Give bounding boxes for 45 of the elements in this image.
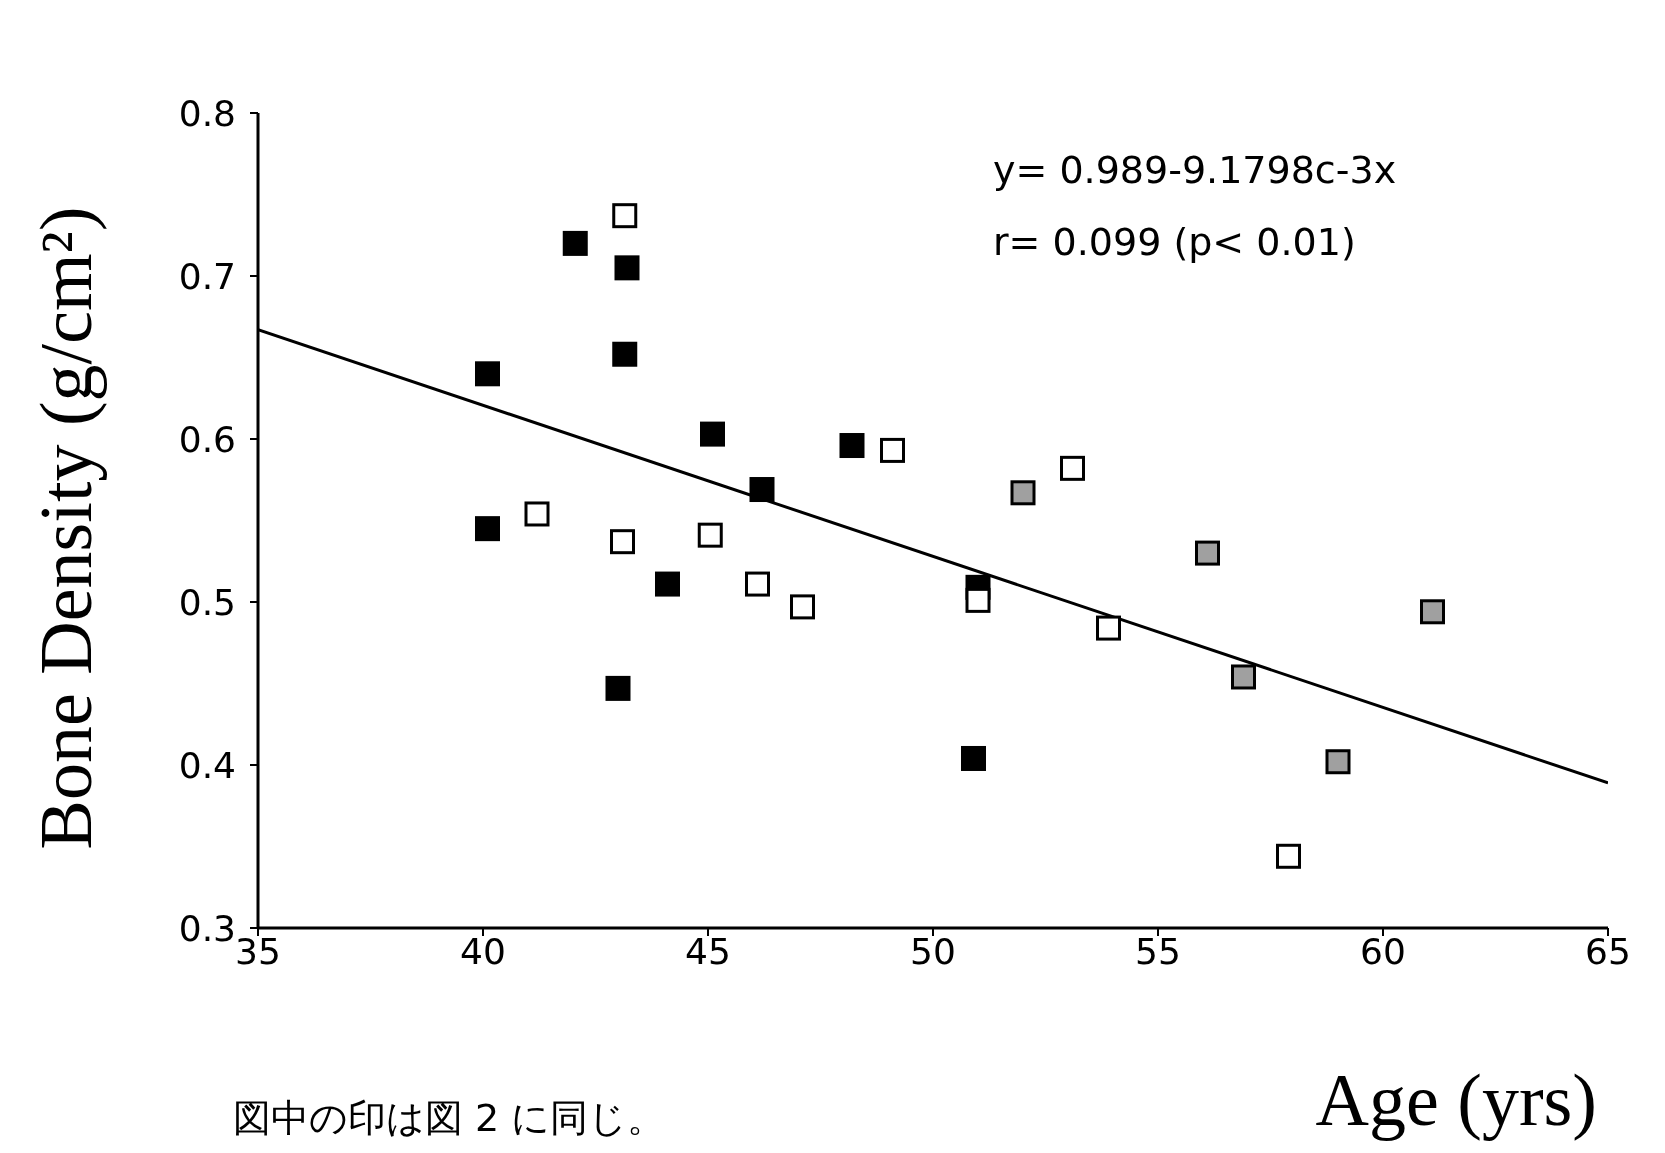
point: [1420, 599, 1445, 625]
x-tick-label: 50: [910, 930, 956, 972]
point: [614, 255, 640, 281]
x-tick-label: 60: [1360, 930, 1406, 972]
point: [1010, 480, 1036, 506]
point: [697, 522, 723, 548]
point: [610, 529, 635, 555]
point: [655, 571, 680, 597]
annotation: r= 0.099 (p< 0.01): [993, 220, 1356, 264]
x-tick-label: 35: [235, 930, 281, 972]
point: [1060, 455, 1085, 481]
annotation: y= 0.989-9.1798c-3x: [993, 148, 1397, 192]
text: 図中の印は図 2 に同じ。: [233, 1095, 666, 1142]
point: [612, 203, 638, 229]
y-tick-label: 0.3: [178, 907, 236, 949]
point: [700, 421, 725, 447]
x-tick-label: 45: [685, 930, 731, 972]
point: [745, 571, 770, 597]
point: [524, 501, 550, 527]
point: [1276, 843, 1301, 869]
point: [961, 745, 986, 771]
point: [605, 675, 631, 701]
point: [562, 230, 588, 256]
point: [612, 341, 638, 367]
point: [1195, 540, 1220, 566]
point: [965, 587, 991, 613]
y-tick-label: 0.7: [178, 255, 236, 297]
point: [1325, 749, 1351, 775]
point: [749, 477, 775, 503]
point: [880, 437, 905, 463]
point: [839, 433, 865, 459]
y-tick-label: 0.4: [178, 744, 236, 786]
x-tick-label: 55: [1135, 930, 1181, 972]
point: [1231, 664, 1256, 690]
point: [475, 516, 500, 542]
y-tick-label: 0.5: [178, 581, 236, 623]
x-tick-label: 40: [460, 930, 506, 972]
y-axis-title: Bone Density (g/cm²): [23, 206, 108, 850]
point: [475, 361, 500, 387]
y-tick-label: 0.6: [178, 418, 236, 460]
y-tick-label: 0.8: [178, 92, 236, 134]
point: [1096, 615, 1121, 641]
point: [790, 594, 815, 620]
x-axis-title: Age (yrs): [1315, 1058, 1597, 1143]
x-tick-label: 65: [1585, 930, 1631, 972]
